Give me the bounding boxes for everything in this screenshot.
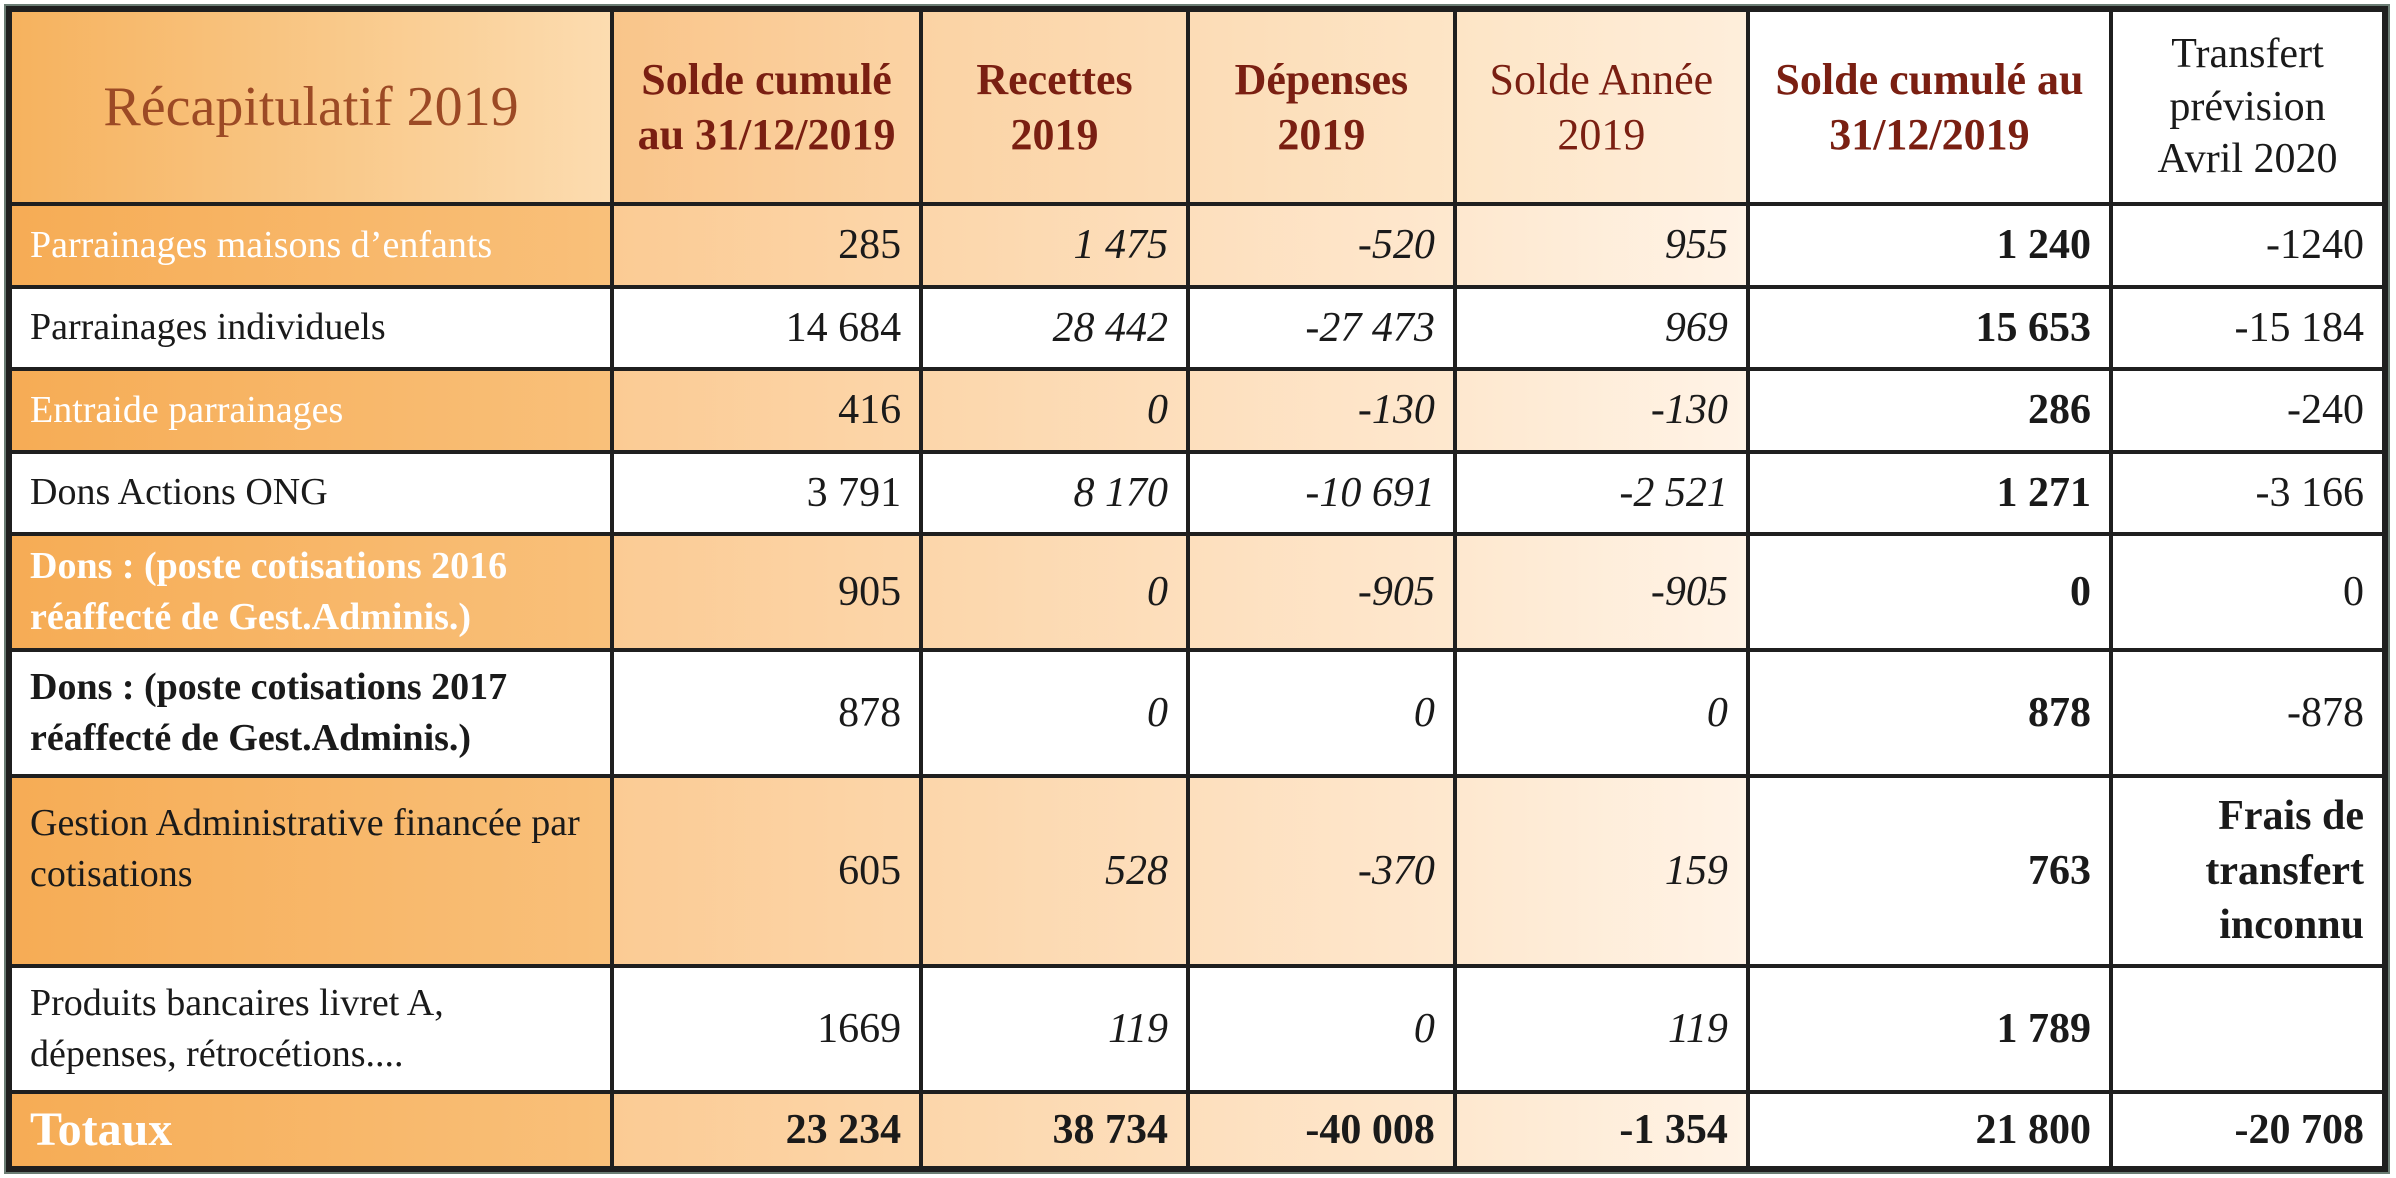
table-row: Gestion Administrative financée par coti… (12, 777, 2382, 964)
cell-recettes: 8 170 (923, 453, 1186, 533)
cell-solde-cumule-start: 285 (614, 206, 920, 285)
cell-recettes: 0 (923, 371, 1186, 450)
cell-transfert: 0 (2113, 536, 2382, 648)
col-header-solde-annee: Solde Année 2019 (1456, 12, 1746, 202)
total-solde-annee: -1 354 (1456, 1094, 1746, 1166)
cell-depenses: -520 (1189, 206, 1453, 285)
cell-depenses: -130 (1189, 371, 1453, 450)
cell-solde-cumule-end: 15 653 (1749, 288, 2110, 368)
cell-solde-cumule-end: 286 (1749, 371, 2110, 450)
cell-solde-cumule-start: 605 (614, 777, 920, 964)
row-label: Parrainages maisons d’enfants (12, 206, 611, 285)
table-row: Dons Actions ONG 3 791 8 170 -10 691 -2 … (12, 453, 2382, 533)
row-label: Dons Actions ONG (12, 453, 611, 533)
cell-transfert: -878 (2113, 651, 2382, 774)
cell-recettes: 1 475 (923, 206, 1186, 285)
table-row: Entraide parrainages 416 0 -130 -130 286… (12, 371, 2382, 450)
row-label: Dons : (poste cotisations 2017 réaffecté… (12, 651, 611, 774)
cell-solde-cumule-start: 905 (614, 536, 920, 648)
row-label: Entraide parrainages (12, 371, 611, 450)
cell-solde-cumule-end: 878 (1749, 651, 2110, 774)
cell-solde-annee: 119 (1456, 967, 1746, 1090)
cell-solde-annee: 969 (1456, 288, 1746, 368)
row-label: Dons : (poste cotisations 2016 réaffecté… (12, 536, 611, 648)
total-solde-cumule-start: 23 234 (614, 1094, 920, 1166)
cell-depenses: 0 (1189, 967, 1453, 1090)
cell-transfert: -3 166 (2113, 453, 2382, 533)
row-label: Parrainages individuels (12, 288, 611, 368)
total-transfert: -20 708 (2113, 1094, 2382, 1166)
cell-recettes: 528 (923, 777, 1186, 964)
cell-solde-cumule-start: 878 (614, 651, 920, 774)
cell-solde-cumule-start: 1669 (614, 967, 920, 1090)
table-row: Parrainages maisons d’enfants 285 1 475 … (12, 206, 2382, 285)
cell-depenses: -10 691 (1189, 453, 1453, 533)
cell-solde-annee: 159 (1456, 777, 1746, 964)
col-header-depenses: Dépenses 2019 (1189, 12, 1453, 202)
cell-transfert (2113, 967, 2382, 1090)
row-label: Produits bancaires livret A, dépenses, r… (12, 967, 611, 1090)
col-header-transfert: Transfert prévision Avril 2020 (2113, 12, 2382, 202)
cell-solde-annee: 0 (1456, 651, 1746, 774)
cell-depenses: -27 473 (1189, 288, 1453, 368)
total-recettes: 38 734 (923, 1094, 1186, 1166)
recap-table-frame: Récapitulatif 2019 Solde cumulé au 31/12… (6, 6, 2388, 1172)
header-row: Récapitulatif 2019 Solde cumulé au 31/12… (12, 12, 2382, 202)
cell-transfert: -15 184 (2113, 288, 2382, 368)
cell-transfert: Frais de transfert inconnu (2113, 777, 2382, 964)
cell-recettes: 0 (923, 536, 1186, 648)
cell-solde-cumule-end: 1 789 (1749, 967, 2110, 1090)
cell-solde-cumule-end: 1 271 (1749, 453, 2110, 533)
cell-depenses: 0 (1189, 651, 1453, 774)
col-header-solde-cumule-end: Solde cumulé au 31/12/2019 (1749, 12, 2110, 202)
table-title: Récapitulatif 2019 (12, 12, 611, 202)
cell-solde-annee: -130 (1456, 371, 1746, 450)
col-header-solde-cumule-start: Solde cumulé au 31/12/2019 (614, 12, 920, 202)
cell-depenses: -370 (1189, 777, 1453, 964)
recap-2019-table: Récapitulatif 2019 Solde cumulé au 31/12… (8, 8, 2386, 1170)
table-row: Produits bancaires livret A, dépenses, r… (12, 967, 2382, 1090)
cell-recettes: 0 (923, 651, 1186, 774)
cell-solde-cumule-start: 14 684 (614, 288, 920, 368)
total-depenses: -40 008 (1189, 1094, 1453, 1166)
cell-solde-annee: 955 (1456, 206, 1746, 285)
col-header-recettes: Recettes 2019 (923, 12, 1186, 202)
total-solde-cumule-end: 21 800 (1749, 1094, 2110, 1166)
cell-solde-cumule-start: 3 791 (614, 453, 920, 533)
cell-depenses: -905 (1189, 536, 1453, 648)
totals-label: Totaux (12, 1094, 611, 1166)
totals-row: Totaux 23 234 38 734 -40 008 -1 354 21 8… (12, 1094, 2382, 1166)
cell-recettes: 119 (923, 967, 1186, 1090)
cell-recettes: 28 442 (923, 288, 1186, 368)
cell-solde-cumule-end: 763 (1749, 777, 2110, 964)
cell-solde-annee: -905 (1456, 536, 1746, 648)
table-row: Parrainages individuels 14 684 28 442 -2… (12, 288, 2382, 368)
cell-solde-cumule-end: 1 240 (1749, 206, 2110, 285)
row-label: Gestion Administrative financée par coti… (12, 777, 611, 964)
cell-solde-annee: -2 521 (1456, 453, 1746, 533)
table-row: Dons : (poste cotisations 2017 réaffecté… (12, 651, 2382, 774)
cell-transfert: -1240 (2113, 206, 2382, 285)
cell-solde-cumule-end: 0 (1749, 536, 2110, 648)
cell-solde-cumule-start: 416 (614, 371, 920, 450)
cell-transfert: -240 (2113, 371, 2382, 450)
table-row: Dons : (poste cotisations 2016 réaffecté… (12, 536, 2382, 648)
